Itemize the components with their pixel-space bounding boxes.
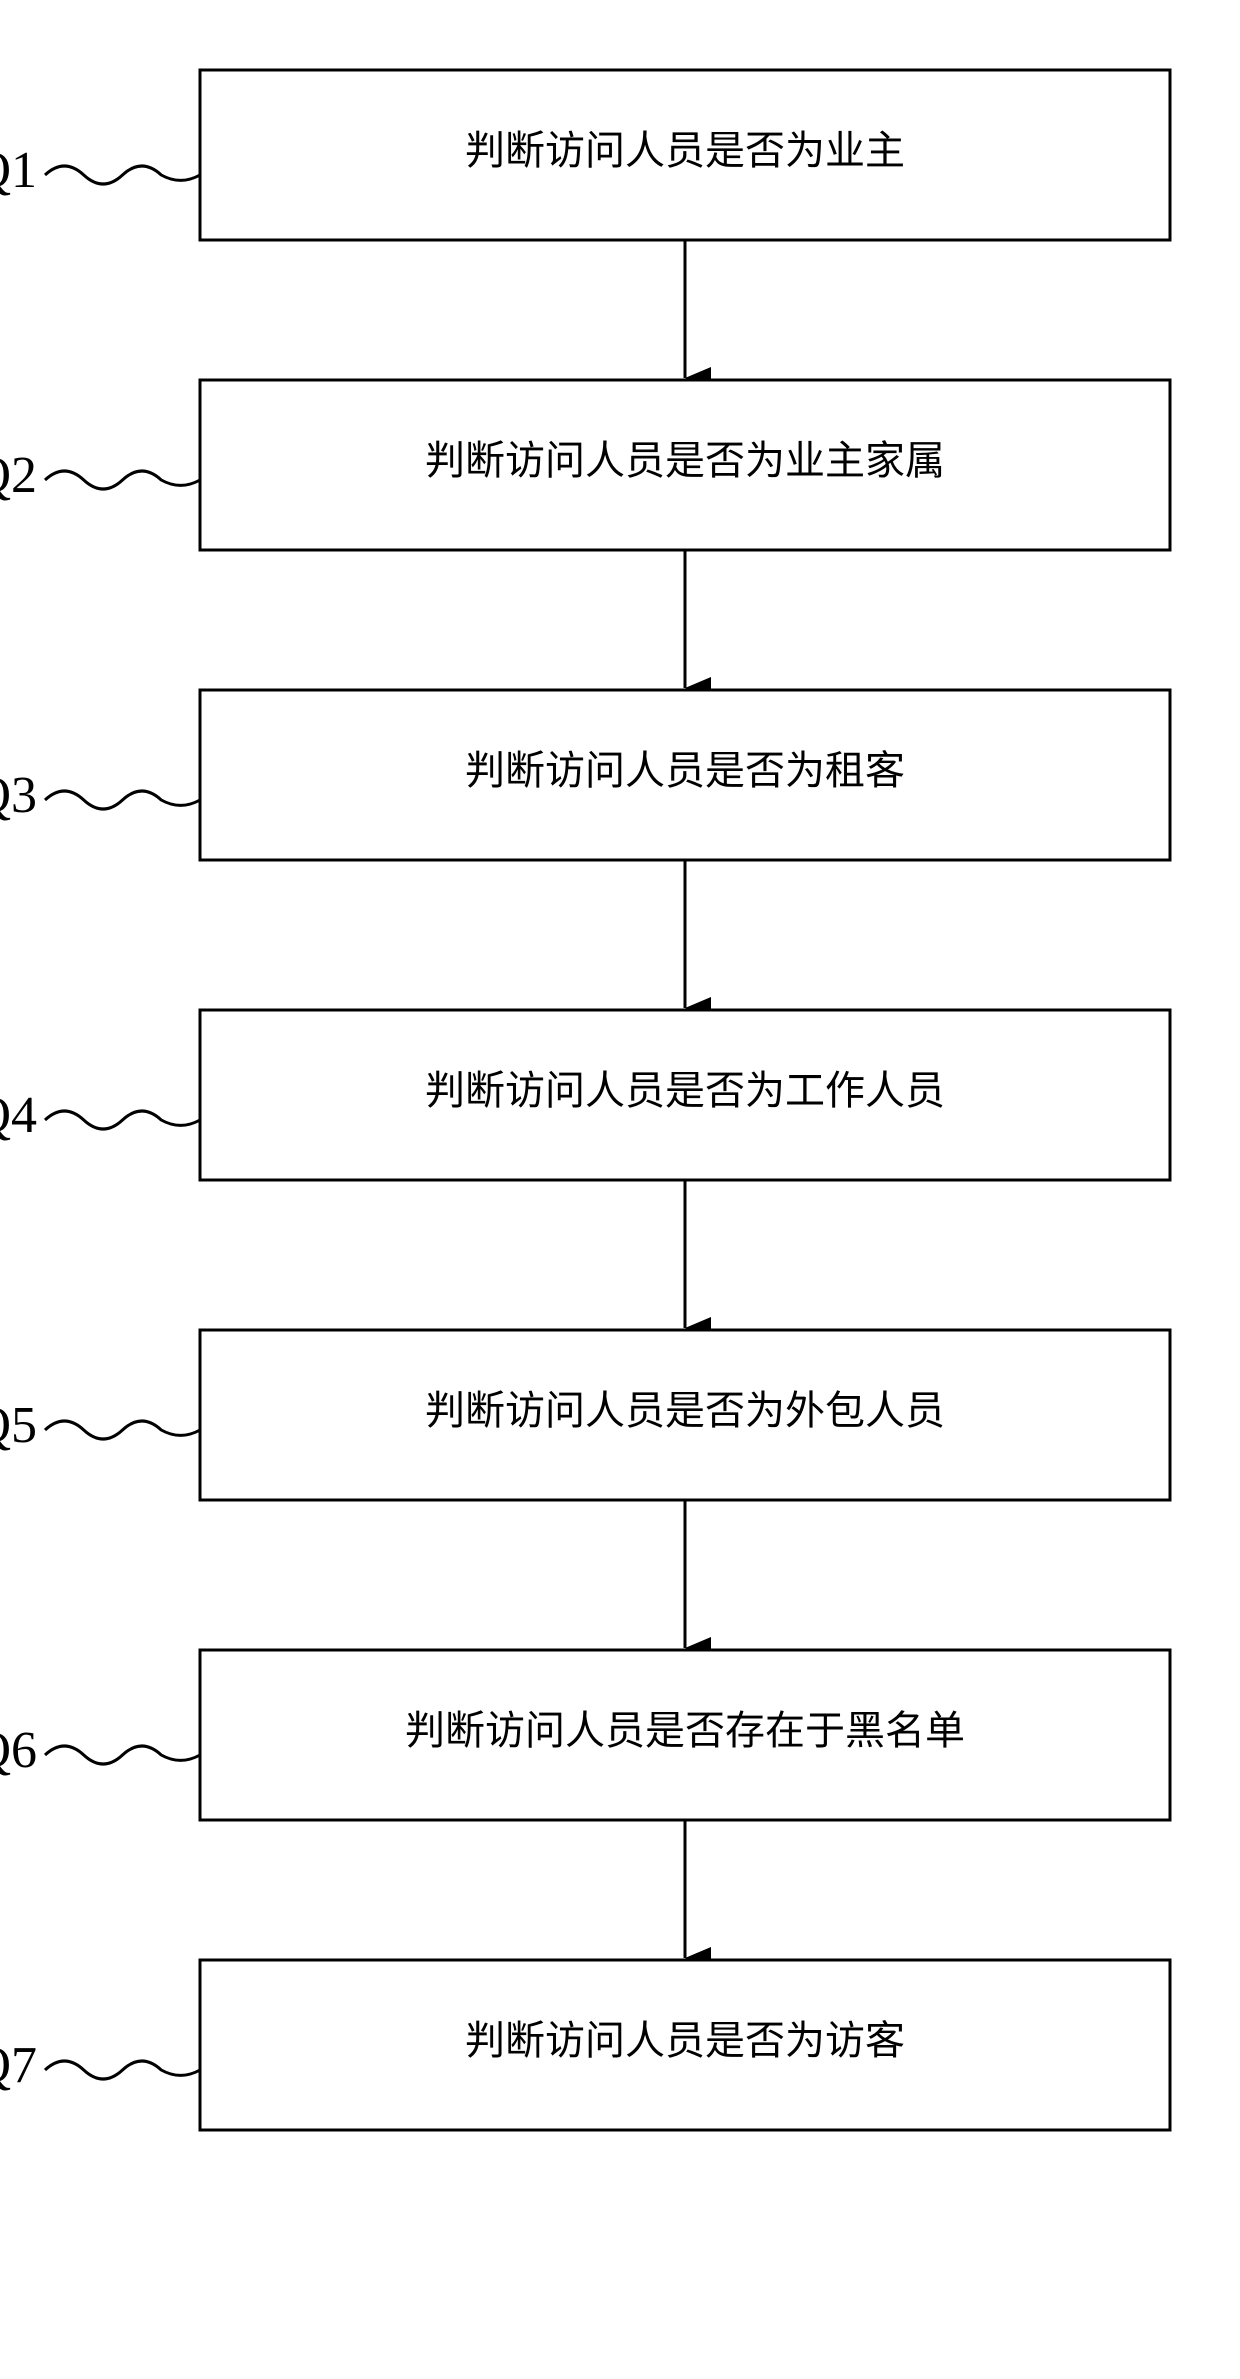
flow-step-Q7: 判断访问人员是否为访客 — [200, 1960, 1170, 2130]
flow-step-label: Q2 — [0, 447, 37, 504]
flow-step-text: 判断访问人员是否为业主家属 — [425, 438, 945, 483]
flow-step-text: 判断访问人员是否为业主 — [465, 128, 905, 173]
flow-step-text: 判断访问人员是否存在于黑名单 — [405, 1708, 965, 1753]
flowchart-canvas: 判断访问人员是否为业主 Q1 判断访问人员是否为业主家属 Q2 判断访问人员是否为租客 Q… — [0, 0, 1240, 2379]
flow-step-label: Q3 — [0, 767, 37, 824]
flow-step-Q5: 判断访问人员是否为外包人员 — [200, 1330, 1170, 1500]
flow-step-text: 判断访问人员是否为外包人员 — [425, 1388, 945, 1433]
flow-step-Q6: 判断访问人员是否存在于黑名单 — [200, 1650, 1170, 1820]
flow-step-Q2: 判断访问人员是否为业主家属 — [200, 380, 1170, 550]
flow-step-label: Q1 — [0, 142, 37, 199]
flow-step-Q1: 判断访问人员是否为业主 — [200, 70, 1170, 240]
flow-step-Q3: 判断访问人员是否为租客 — [200, 690, 1170, 860]
flow-step-label: Q7 — [0, 2037, 37, 2094]
flow-step-label: Q5 — [0, 1397, 37, 1454]
flow-step-Q4: 判断访问人员是否为工作人员 — [200, 1010, 1170, 1180]
flow-step-text: 判断访问人员是否为访客 — [465, 2018, 905, 2063]
flow-step-text: 判断访问人员是否为工作人员 — [425, 1068, 945, 1113]
flow-step-text: 判断访问人员是否为租客 — [465, 748, 905, 793]
flow-step-label: Q4 — [0, 1087, 37, 1144]
flow-step-label: Q6 — [0, 1722, 37, 1779]
